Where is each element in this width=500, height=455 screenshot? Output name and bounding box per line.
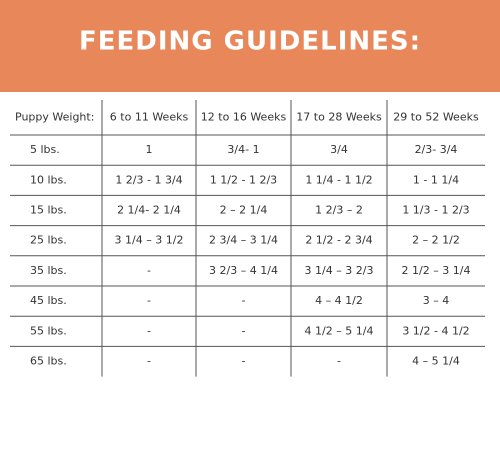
cell: 1 2/3 – 2: [315, 204, 363, 217]
column-header: Puppy Weight:: [15, 111, 94, 124]
cell: 4 1/2 – 5 1/4: [305, 324, 374, 337]
row-header: 25 lbs.: [30, 234, 67, 247]
column-header: 29 to 52 Weeks: [393, 111, 479, 124]
column-header: 17 to 28 Weeks: [296, 111, 382, 124]
column-header: 12 to 16 Weeks: [201, 111, 287, 124]
cell: 1 2/3 - 1 3/4: [115, 173, 182, 186]
cell: 1 1/4 - 1 1/2: [305, 173, 372, 186]
row-header: 65 lbs.: [30, 355, 67, 368]
cell: 2 1/4- 2 1/4: [117, 204, 181, 217]
title: FEEDING GUIDELINES:: [79, 27, 421, 57]
row-header: 35 lbs.: [30, 264, 67, 277]
cell: -: [242, 355, 246, 368]
row-header: 45 lbs.: [30, 294, 67, 307]
cell: 4 – 4 1/2: [315, 294, 363, 307]
cell: 1 1/3 - 1 2/3: [402, 204, 469, 217]
cell: -: [147, 264, 151, 277]
cell: -: [242, 294, 246, 307]
cell: 2 – 2 1/4: [220, 204, 268, 217]
cell: 2/3- 3/4: [415, 143, 458, 156]
cell: 2 1/2 – 3 1/4: [402, 264, 471, 277]
cell: -: [147, 294, 151, 307]
header-band: [0, 0, 500, 92]
cell: -: [242, 324, 246, 337]
cell: 2 – 2 1/2: [412, 234, 460, 247]
column-header: 6 to 11 Weeks: [110, 111, 189, 124]
cell: 4 – 5 1/4: [412, 355, 460, 368]
cell: 1: [146, 143, 153, 156]
cell: -: [147, 324, 151, 337]
row-header: 10 lbs.: [30, 173, 67, 186]
cell: 3/4- 1: [227, 143, 259, 156]
cell: -: [147, 355, 151, 368]
cell: -: [337, 355, 341, 368]
cell: 3 1/4 – 3 2/3: [305, 264, 374, 277]
cell: 2 3/4 – 3 1/4: [209, 234, 278, 247]
cell: 1 - 1 1/4: [413, 173, 459, 186]
cell: 3 2/3 – 4 1/4: [209, 264, 278, 277]
row-header: 15 lbs.: [30, 204, 67, 217]
row-header: 55 lbs.: [30, 324, 67, 337]
cell: 3/4: [330, 143, 348, 156]
cell: 3 1/4 – 3 1/2: [115, 234, 184, 247]
row-header: 5 lbs.: [30, 143, 60, 156]
cell: 1 1/2 - 1 2/3: [210, 173, 277, 186]
cell: 2 1/2 - 2 3/4: [305, 234, 372, 247]
cell: 3 1/2 - 4 1/2: [402, 324, 469, 337]
cell: 3 – 4: [423, 294, 450, 307]
